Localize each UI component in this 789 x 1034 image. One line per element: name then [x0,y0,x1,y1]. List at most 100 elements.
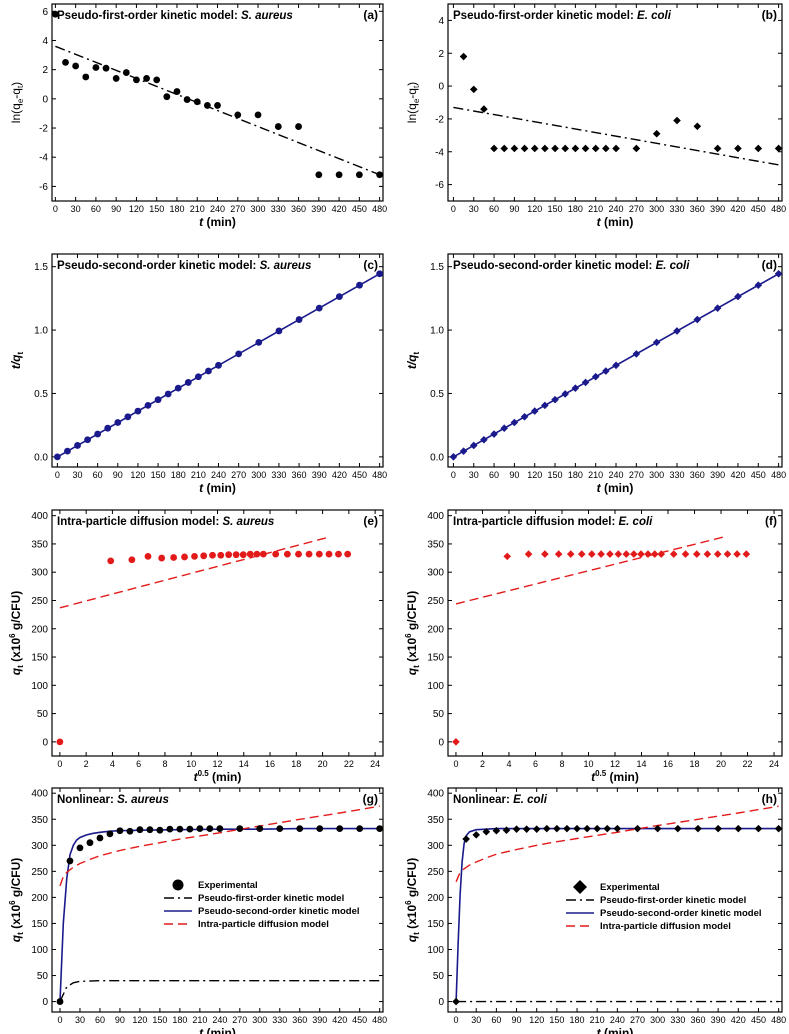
data-point [613,824,622,833]
data-point [64,447,71,455]
data-point [295,550,302,558]
y-tick-label: 0.0 [34,452,48,463]
data-point [469,441,478,450]
x-tick-label: 120 [132,1015,147,1025]
data-point [376,270,383,278]
x-tick-label: 480 [771,470,786,480]
x-tick-label: 120 [529,1015,544,1025]
y-axis-label: qt (x106 g/CFU) [8,858,25,942]
x-tick-label: 120 [130,470,145,480]
y-tick-label: -6 [39,182,48,193]
plot-frame [51,509,384,757]
data-point [216,825,224,833]
x-tick-label: 210 [590,1015,605,1025]
data-point [128,556,136,564]
data-point [754,824,763,833]
x-tick-label: 240 [610,1015,625,1025]
data-point [181,553,188,561]
x-tick-label: 150 [548,470,563,480]
plot-area [449,269,782,461]
data-point [459,52,468,61]
series-line [59,536,330,609]
data-point [272,550,280,558]
x-tick-label: 270 [629,204,644,214]
data-point [703,550,712,558]
data-point [53,453,61,461]
panel-title: Pseudo-second-order kinetic model: S. au… [57,260,311,272]
y-tick-label: 0.5 [34,389,48,400]
x-tick-label: 390 [710,470,725,480]
x-tick-label: 480 [771,204,786,214]
x-tick-label: 240 [210,204,225,214]
x-tick-label: 450 [352,204,367,214]
y-tick-label: 150 [31,653,48,664]
y-tick-label: 200 [427,624,444,635]
data-point [164,390,172,398]
data-point [176,825,184,833]
panel-e: 0 2 4 6 8 10 12 14 16 18 20 22 240501001502002503003… [8,509,384,784]
data-point [163,93,171,101]
data-point [510,418,519,427]
y-tick-label: 150 [31,919,48,930]
plot-area [56,536,352,746]
data-point [482,827,491,836]
x-tick-label: 300 [251,204,266,214]
x-tick-label: 150 [549,1015,564,1025]
data-point [104,424,112,432]
data-point [472,831,481,839]
plot-frame [51,253,384,468]
x-axis-label: t (min) [199,481,236,495]
x-tick-label: 330 [271,470,286,480]
data-point [669,550,678,558]
data-point [681,550,690,558]
data-point [734,824,743,833]
data-point [714,824,722,833]
x-tick-label: 360 [690,1015,705,1025]
data-point [571,144,580,153]
y-tick-label: 100 [427,945,444,956]
x-tick-label: 330 [669,470,684,480]
data-point [480,105,488,113]
y-tick-label: 1.5 [34,262,48,273]
data-point [532,825,541,833]
data-point [316,825,324,833]
data-point [692,550,701,558]
x-tick-label: 90 [113,470,123,480]
data-point [66,857,74,865]
data-point [191,552,198,560]
x-tick-label: 0 [53,204,58,214]
x-tick-label: 210 [588,470,603,480]
x-tick-label: 30 [73,470,83,480]
x-tick-label: 360 [690,470,705,480]
x-tick-label: 420 [332,470,347,480]
x-tick-label: 120 [527,204,542,214]
data-point [173,88,181,95]
data-point [630,550,638,558]
data-point [184,379,192,386]
data-point [355,171,363,179]
data-point [154,396,162,404]
data-point [602,144,610,153]
x-tick-label: 18 [690,759,700,769]
data-point [256,825,264,833]
data-point [74,442,81,449]
panel-label: (g) [363,792,378,806]
y-tick-label: 350 [31,539,48,550]
data-point [502,826,511,834]
x-tick-label: 90 [115,1015,125,1025]
data-point [554,550,563,558]
data-point [733,550,741,558]
data-point [200,552,208,560]
x-tick-label: 24 [370,759,380,769]
x-tick-label: 2 [84,759,89,769]
x-tick-label: 360 [292,1015,307,1025]
y-tick-label: 2 [438,49,444,60]
y-tick-label: 150 [427,919,444,930]
data-point [225,551,233,559]
data-point [561,144,570,153]
data-point [694,824,702,833]
y-tick-label: 200 [31,893,48,904]
data-point [524,550,533,558]
data-point [254,111,262,119]
x-tick-label: 30 [75,1015,85,1025]
